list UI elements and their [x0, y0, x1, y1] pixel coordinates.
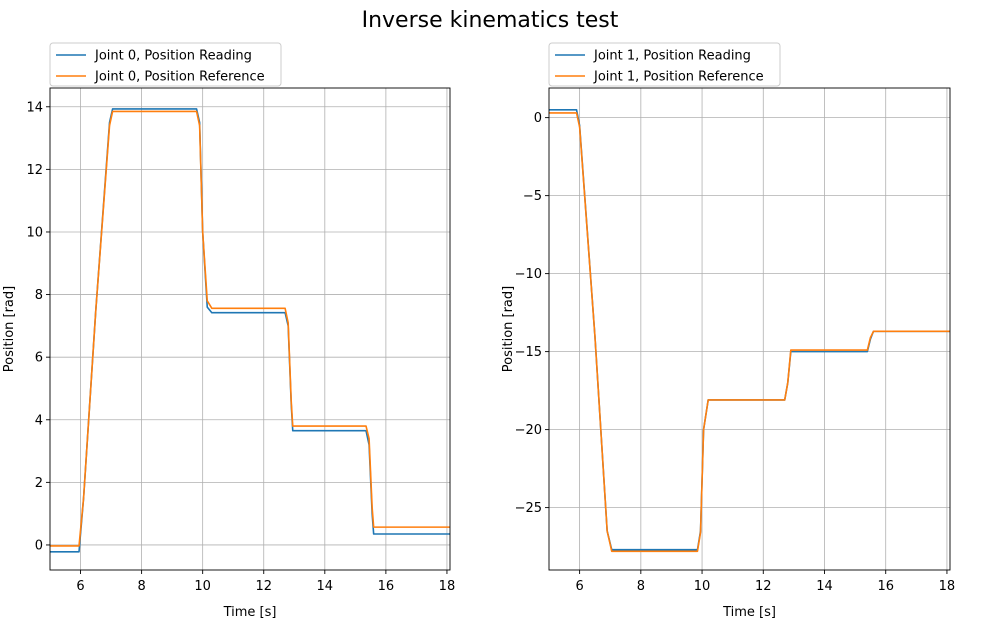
legend-label: Joint 0, Position Reading: [94, 49, 252, 64]
x-tick-label: 10: [194, 579, 211, 594]
series-group: [50, 108, 450, 553]
y-axis-label: Position [rad]: [501, 286, 516, 372]
x-tick-label: 12: [255, 579, 272, 594]
x-tick-label: 16: [378, 579, 395, 594]
subplot-0: 6 8 10 12 14 16 18 0 2 4 6 8 10 12 14 Time [s] Position …: [2, 42, 456, 620]
x-tick-label: 16: [877, 579, 894, 594]
y-tick-label: 6: [35, 351, 43, 366]
series-line-reference: [549, 112, 950, 553]
y-tick-label: 8: [35, 288, 43, 303]
x-tick-label: 14: [816, 579, 833, 594]
y-axis-label: Position [rad]: [2, 286, 17, 372]
y-tick-label: −15: [515, 345, 542, 360]
x-tick-label: 6: [76, 579, 84, 594]
y-tick-label: −25: [515, 501, 542, 516]
y-tick-label: 12: [26, 163, 43, 178]
legend-label: Joint 0, Position Reference: [94, 70, 265, 85]
y-tick-label: −5: [523, 189, 542, 204]
x-tick-label: 8: [137, 579, 145, 594]
legend-label: Joint 1, Position Reference: [593, 70, 764, 85]
x-tick-label: 18: [939, 579, 956, 594]
y-tick-label: 10: [26, 225, 43, 240]
x-tick-label: 6: [575, 579, 583, 594]
series-group: [549, 109, 950, 553]
y-tick-label: −20: [515, 423, 542, 438]
legend-box: [548, 42, 781, 87]
y-tick-label: 14: [26, 100, 43, 115]
legend-label: Joint 1, Position Reading: [593, 49, 751, 64]
y-tick-label: 2: [35, 476, 43, 491]
legend: Joint 1, Position Reading Joint 1, Positi…: [548, 42, 781, 87]
x-axis-label: Time [s]: [223, 605, 277, 620]
x-tick-label: 10: [694, 579, 711, 594]
legend-box: [49, 42, 282, 87]
axes-frame: [548, 87, 951, 571]
x-tick-label: 8: [637, 579, 645, 594]
axes-frame: [49, 87, 451, 571]
figure-title: Inverse kinematics test: [362, 8, 619, 33]
subplot-1: 6 8 10 12 14 16 18 −25 −20 −15 −10 −5 0 Time [s] Posit…: [501, 42, 956, 620]
x-tick-label: 12: [755, 579, 772, 594]
legend: Joint 0, Position Reading Joint 0, Positi…: [49, 42, 282, 87]
subplots: 6 8 10 12 14 16 18 0 2 4 6 8 10 12 14 Time [s] Position …: [2, 42, 956, 620]
x-tick-label: 14: [317, 579, 334, 594]
y-tick-label: 0: [35, 538, 43, 553]
y-tick-label: −10: [515, 267, 542, 282]
x-axis-label: Time [s]: [722, 605, 776, 620]
x-tick-label: 18: [439, 579, 456, 594]
y-tick-label: 4: [35, 413, 43, 428]
y-tick-label: 0: [534, 111, 542, 126]
series-line-reference: [50, 110, 450, 547]
